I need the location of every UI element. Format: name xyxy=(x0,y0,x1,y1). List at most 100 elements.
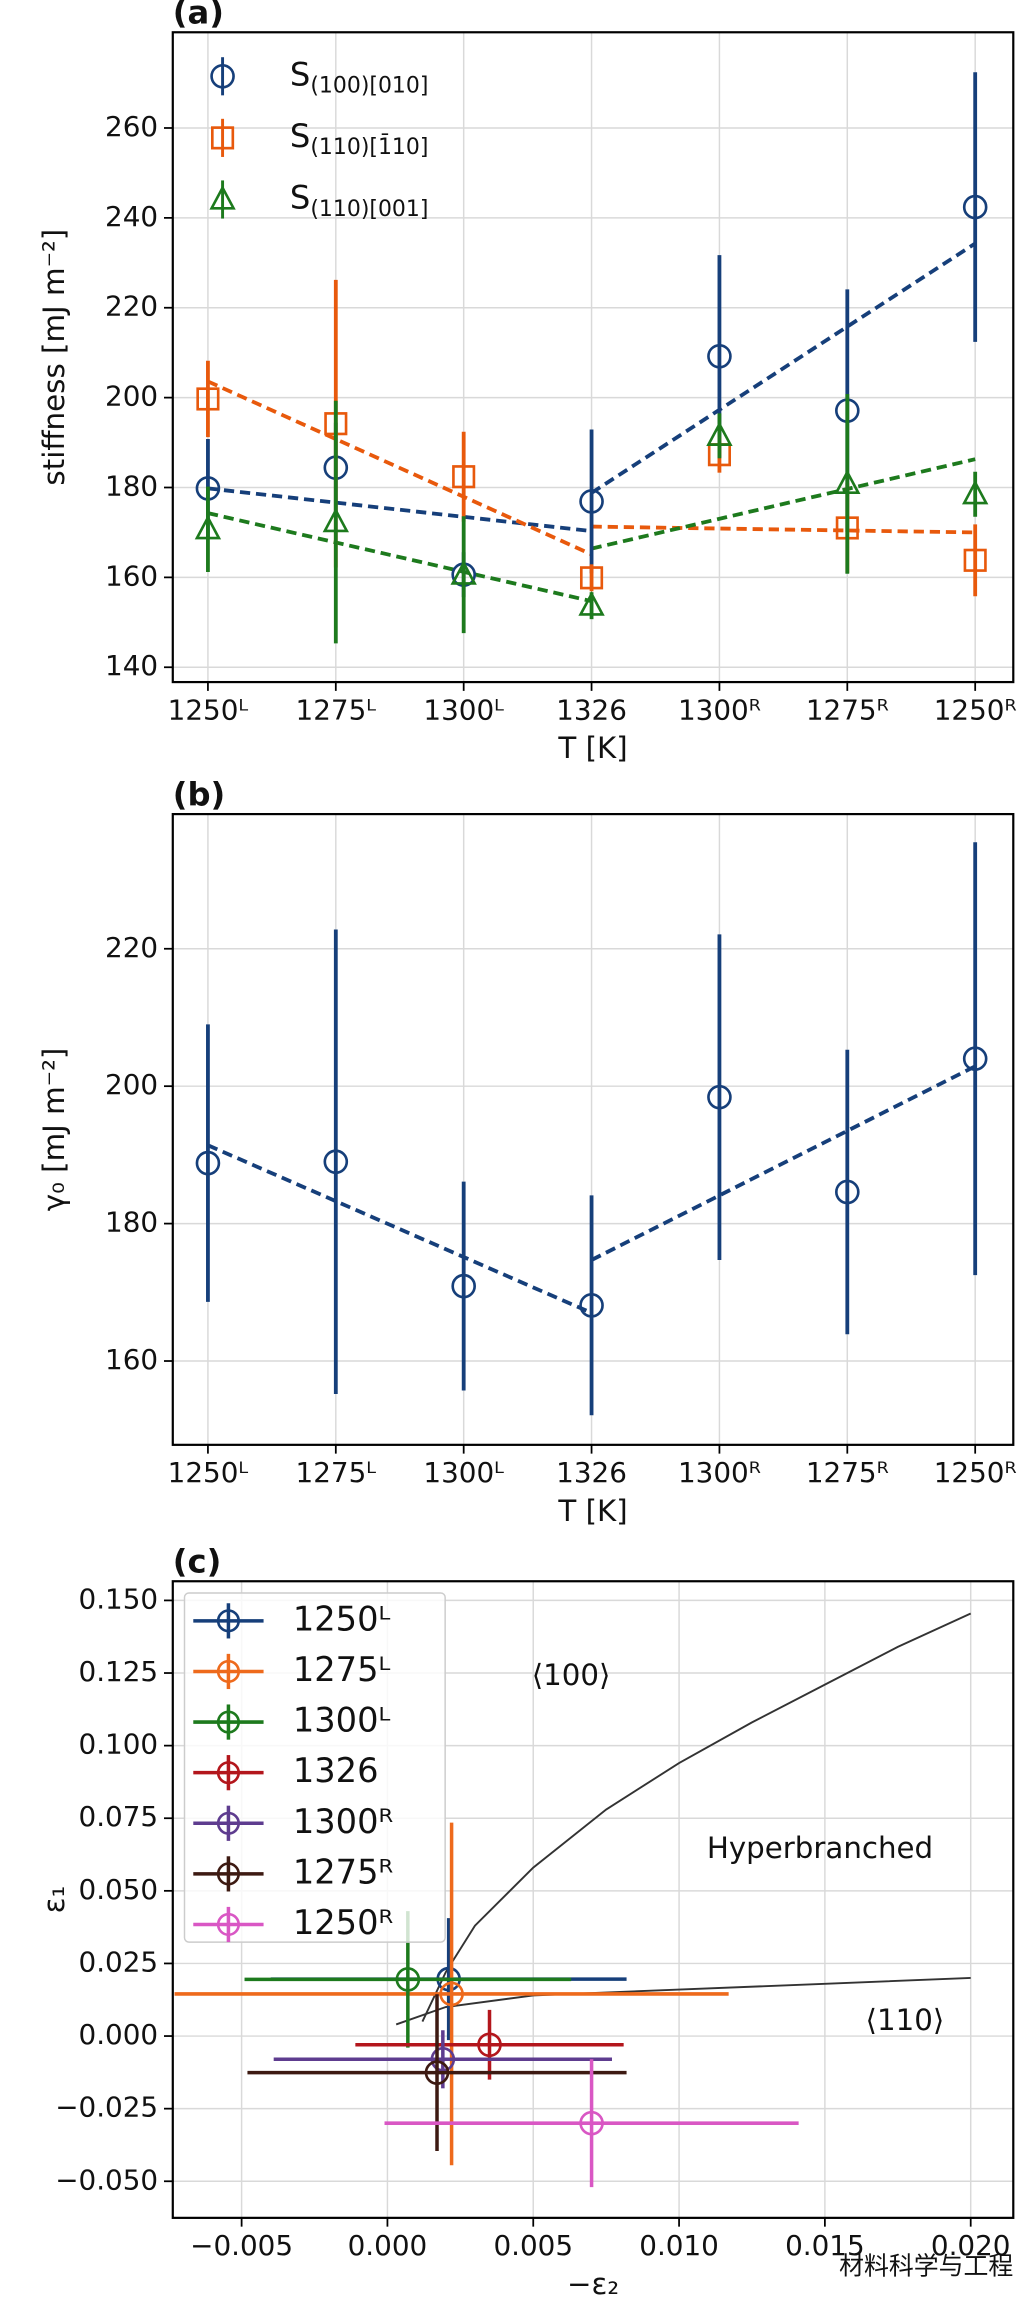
panel-label: (b) xyxy=(173,775,226,813)
marker xyxy=(707,1084,732,1110)
marker xyxy=(834,469,861,495)
y-tick-label: 180 xyxy=(105,1206,158,1239)
legend-label: S(100)[010] xyxy=(290,55,429,98)
y-tick-label: 0.150 xyxy=(79,1582,159,1615)
legend-subscript: (100)[010] xyxy=(310,74,428,99)
panel-label: (a) xyxy=(173,0,224,32)
marker xyxy=(706,421,733,446)
marker xyxy=(439,1981,464,2007)
marker xyxy=(195,1150,221,1176)
marker xyxy=(194,514,222,540)
marker xyxy=(451,1273,476,1299)
legend-subscript: (110)[1̄10] xyxy=(310,134,428,160)
x-axis-label: −ε₂ xyxy=(567,2267,619,2300)
fit-line xyxy=(591,457,976,551)
marker xyxy=(430,2046,456,2072)
legend-label: 1326 xyxy=(293,1751,379,1790)
x-tick-label: 0.015 xyxy=(785,2229,865,2262)
legend-label: S(110)[1̄10] xyxy=(290,117,429,160)
annotation: Hyperbranched xyxy=(707,1831,933,1865)
marker xyxy=(962,1046,988,1072)
legend-marker xyxy=(209,184,236,210)
y-tick-label: −0.025 xyxy=(55,2091,158,2124)
legend-marker xyxy=(216,1761,240,1785)
marker xyxy=(323,1149,349,1175)
boundary-curve xyxy=(421,1612,972,2022)
legend-label: 1300ᴸ xyxy=(293,1701,391,1740)
x-tick-label: 1300ᴸ xyxy=(423,693,504,726)
legend-marker xyxy=(216,1609,240,1633)
panel-label: (c) xyxy=(173,1543,222,1581)
x-tick-label: 1326 xyxy=(556,693,627,726)
x-tick-label: 1275ᴸ xyxy=(296,1456,377,1489)
marker xyxy=(452,465,476,489)
y-tick-label: 0.075 xyxy=(79,1800,159,1833)
x-tick-label: 1300ᴸ xyxy=(423,1456,504,1489)
annotation: ⟨100⟩ xyxy=(532,1658,611,1692)
y-tick-label: 180 xyxy=(105,469,158,502)
legend-marker xyxy=(216,1710,240,1734)
marker xyxy=(579,566,604,590)
annotation: ⟨110⟩ xyxy=(866,2003,945,2037)
marker xyxy=(196,387,220,411)
legend-label: 1275ᴸ xyxy=(293,1650,391,1689)
x-tick-label: 0.000 xyxy=(348,2229,428,2262)
y-tick-label: 140 xyxy=(105,649,158,682)
plot-frame xyxy=(171,1580,1015,2219)
y-tick-label: 220 xyxy=(105,931,158,964)
legend-name: S xyxy=(290,55,310,93)
y-tick-label: 0.100 xyxy=(79,1728,159,1761)
y-axis-label: stiffness [mJ m⁻²] xyxy=(37,229,71,486)
plot-frame xyxy=(171,31,1015,684)
x-tick-label: 1250ᴸ xyxy=(168,693,249,726)
y-tick-label: 200 xyxy=(105,380,158,413)
y-tick-label: 240 xyxy=(105,200,158,233)
x-tick-label: 1300ᴿ xyxy=(678,1456,761,1489)
x-tick-label: 0.010 xyxy=(639,2229,719,2262)
x-axis-label: T [K] xyxy=(557,1494,627,1528)
legend-marker xyxy=(210,63,235,89)
marker xyxy=(579,2110,604,2136)
y-tick-label: 0.000 xyxy=(79,2018,159,2051)
x-tick-label: 0.020 xyxy=(931,2229,1011,2262)
legend-box xyxy=(183,1592,446,1943)
marker xyxy=(450,560,477,585)
y-tick-label: 0.025 xyxy=(79,1945,159,1978)
marker xyxy=(707,343,732,369)
marker xyxy=(424,2060,450,2085)
fit-line xyxy=(207,511,592,604)
x-tick-label: 0.005 xyxy=(493,2229,573,2262)
x-tick-label: 1275ᴿ xyxy=(806,693,889,726)
y-tick-label: 0.050 xyxy=(79,1873,159,1906)
plot-frame xyxy=(171,812,1015,1446)
legend-label: 1250ᴸ xyxy=(293,1599,391,1638)
x-tick-label: 1275ᴸ xyxy=(296,693,377,726)
y-tick-label: 220 xyxy=(105,290,158,323)
x-tick-label: 1250ᴿ xyxy=(934,1456,1017,1489)
x-tick-label: 1326 xyxy=(556,1456,627,1489)
marker xyxy=(477,2032,502,2058)
y-tick-label: 200 xyxy=(105,1068,158,1101)
legend-marker xyxy=(216,1862,240,1886)
y-tick-label: 160 xyxy=(105,1343,158,1376)
x-tick-label: 1300ᴿ xyxy=(678,693,761,726)
legend-subscript: (110)[001] xyxy=(310,197,428,222)
watermark: 材料科学与工程 xyxy=(839,2252,1013,2281)
fit-line xyxy=(207,379,593,557)
legend-name: S xyxy=(290,178,310,216)
x-tick-label: 1275ᴿ xyxy=(806,1456,889,1489)
marker xyxy=(835,1179,860,1205)
fit-line xyxy=(591,524,976,535)
legend-label: 1250ᴿ xyxy=(293,1903,394,1942)
fit-line xyxy=(590,1064,977,1262)
x-tick-label: −0.005 xyxy=(190,2229,293,2262)
legend-marker xyxy=(211,126,235,150)
legend-marker xyxy=(216,1811,240,1835)
y-tick-label: 160 xyxy=(105,559,158,592)
marker xyxy=(962,194,988,220)
y-axis-label: γ₀ [mJ m⁻²] xyxy=(37,1048,71,1212)
legend-marker xyxy=(216,1659,240,1684)
legend-label: 1300ᴿ xyxy=(293,1802,394,1841)
